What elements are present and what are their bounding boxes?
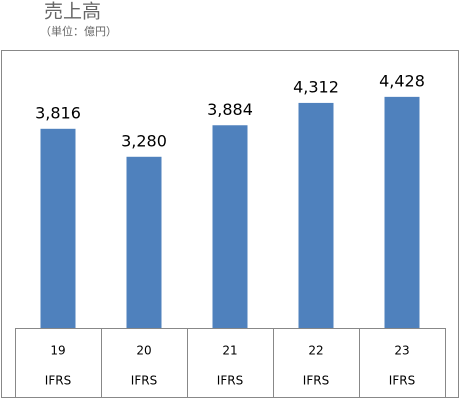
bar (212, 125, 248, 328)
data-label: 3,280 (121, 131, 167, 150)
x-tick-label: 19 (50, 344, 65, 358)
data-label: 4,312 (293, 77, 339, 96)
chart-subtitle: （単位：億円） (40, 24, 117, 38)
x-tick-label: 23 (394, 344, 409, 358)
chart-title: 売上高 (44, 1, 101, 23)
x-tick-sublabel: IFRS (45, 374, 71, 388)
x-tick-label: 20 (136, 344, 151, 358)
bar (40, 128, 76, 328)
x-tick-label: 22 (308, 344, 323, 358)
bar (384, 96, 420, 328)
x-tick-sublabel: IFRS (303, 374, 329, 388)
data-label: 4,428 (379, 71, 425, 90)
data-label: 3,816 (35, 103, 81, 122)
data-label: 3,884 (207, 100, 253, 119)
x-tick-sublabel: IFRS (389, 374, 415, 388)
bar (126, 156, 162, 328)
x-tick-label: 21 (222, 344, 237, 358)
chart-frame (1, 50, 459, 398)
bar (298, 102, 334, 328)
x-tick-sublabel: IFRS (217, 374, 243, 388)
x-tick-sublabel: IFRS (131, 374, 157, 388)
